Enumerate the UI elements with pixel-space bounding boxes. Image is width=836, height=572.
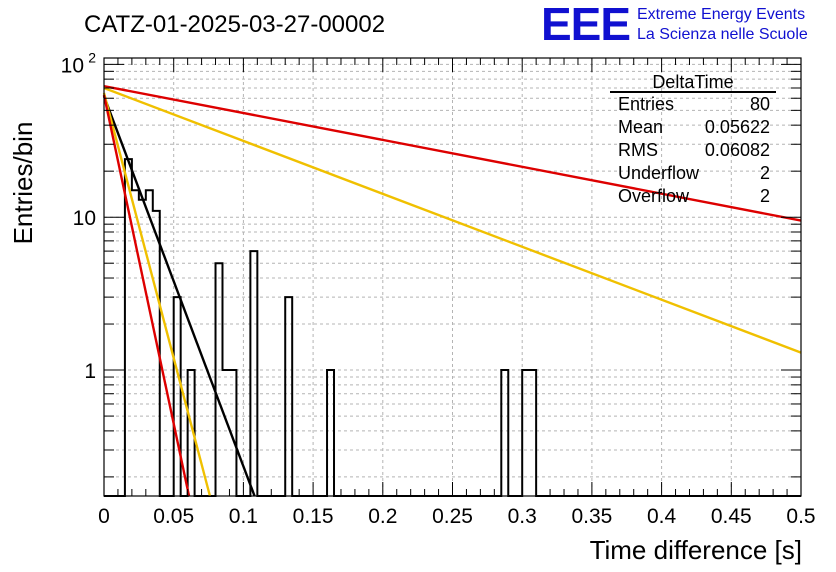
x-tick-label: 0.1 [229,505,258,528]
stats-row-label: Mean [618,117,663,137]
fit-line [102,95,256,497]
x-tick-label: 0 [98,505,110,528]
eee-logo-line1: Extreme Energy Events [637,6,805,23]
fit-line [103,84,802,222]
histogram-outline [104,158,801,497]
x-tick-label: 0.25 [432,505,473,528]
axis-ticks [103,58,802,496]
fit-line [102,94,191,497]
eee-logo-line2: La Scienza nelle Scuole [637,26,808,43]
stats-row-value: 80 [750,94,770,114]
x-tick-label: 0.2 [368,505,397,528]
x-tick-labels: 0 0.05 0.1 0.15 0.2 0.25 0.3 0.35 0.4 0.45 0.5 [98,505,815,528]
y-tick-label: 10 [73,207,96,230]
y-tick-exponent: 2 [88,49,96,65]
x-tick-label: 0.45 [711,505,752,528]
histogram-bars [104,158,801,497]
x-tick-label: 0.4 [647,505,677,528]
x-tick-label: 0.15 [293,505,334,528]
y-tick-label: 10 [61,54,84,77]
stats-row-value: 0.05622 [705,117,770,137]
x-tick-label: 0.05 [153,505,194,528]
eee-logo: EEE Extreme Energy Events La Scienza nel… [541,0,808,50]
fit-line [103,86,802,354]
stats-box: DeltaTime Entries 80 Mean 0.05622 RMS 0.06082… [610,72,776,206]
y-axis-title: Entries/bin [8,122,38,245]
stats-box-title: DeltaTime [652,72,733,92]
fit-line [102,92,212,497]
x-tick-label: 0.3 [508,505,537,528]
chart-title: CATZ-01-2025-03-27-00002 [84,11,385,38]
stats-row-value: 2 [760,186,770,206]
stats-row-label: Underflow [618,163,700,183]
x-axis-title: Time difference [s] [590,535,802,565]
fit-lines [102,84,802,497]
x-tick-label: 0.35 [571,505,612,528]
grid-lines [104,58,801,496]
stats-row-value: 0.06082 [705,140,770,160]
stats-row-label: Entries [618,94,674,114]
stats-row-label: Overflow [618,186,690,206]
stats-row-value: 2 [760,163,770,183]
y-tick-label: 1 [84,360,96,383]
x-tick-label: 0.5 [786,505,815,528]
eee-logo-letters: EEE [541,0,630,50]
stats-row-label: RMS [618,140,658,160]
